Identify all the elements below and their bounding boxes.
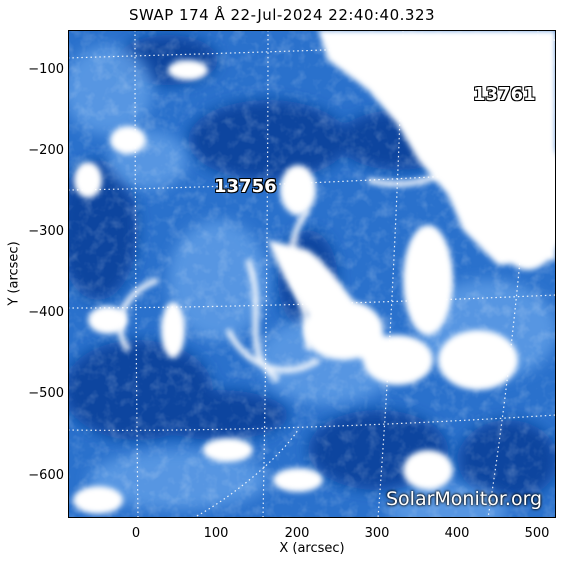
active-region-label: 13756 xyxy=(214,176,277,197)
x-tick-label: 300 xyxy=(364,526,390,541)
x-tick-label: 400 xyxy=(444,526,470,541)
solar-corona-image xyxy=(68,30,556,518)
x-tick-label: 100 xyxy=(203,526,229,541)
x-axis-label: X (arcsec) xyxy=(279,541,345,556)
y-tick-label: −500 xyxy=(28,386,64,401)
y-tick-label: −100 xyxy=(28,62,64,77)
y-tick-label: −600 xyxy=(28,468,64,483)
y-tick-label: −400 xyxy=(28,305,64,320)
active-region-label: 13761 xyxy=(473,84,536,105)
watermark: SolarMonitor.org xyxy=(386,488,543,510)
y-axis-label: Y (arcsec) xyxy=(6,241,22,306)
x-tick-label: 500 xyxy=(524,526,550,541)
x-tick-label: 200 xyxy=(284,526,310,541)
y-tick-label: −300 xyxy=(28,224,64,239)
y-tick-label: −200 xyxy=(28,143,64,158)
solar-image xyxy=(68,30,556,518)
image-title: SWAP 174 Å 22-Jul-2024 22:40:40.323 xyxy=(128,6,436,24)
x-tick-label: 0 xyxy=(131,526,141,541)
